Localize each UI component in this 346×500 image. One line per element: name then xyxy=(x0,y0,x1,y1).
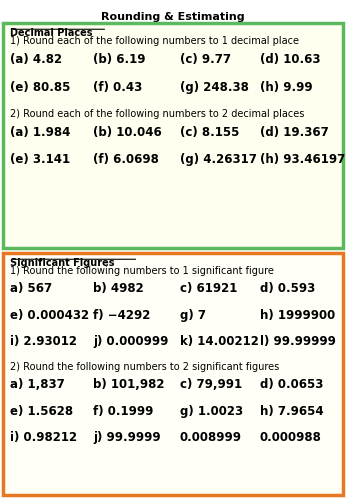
Text: 1) Round the following numbers to 1 significant figure: 1) Round the following numbers to 1 sign… xyxy=(10,266,274,276)
Text: j) 0.000999: j) 0.000999 xyxy=(93,335,169,348)
Text: i) 2.93012: i) 2.93012 xyxy=(10,335,78,348)
Text: Significant Figures: Significant Figures xyxy=(10,258,115,268)
Text: 1) Round each of the following numbers to 1 decimal place: 1) Round each of the following numbers t… xyxy=(10,36,299,46)
Text: (b) 6.19: (b) 6.19 xyxy=(93,54,146,66)
FancyBboxPatch shape xyxy=(3,22,343,248)
Text: d) 0.593: d) 0.593 xyxy=(260,282,315,295)
Text: h) 1999900: h) 1999900 xyxy=(260,308,335,322)
Text: (d) 19.367: (d) 19.367 xyxy=(260,126,328,139)
Text: (h) 93.46197: (h) 93.46197 xyxy=(260,154,345,166)
FancyBboxPatch shape xyxy=(3,252,343,495)
Text: 0.000988: 0.000988 xyxy=(260,431,321,444)
Text: 0.008999: 0.008999 xyxy=(180,431,242,444)
Text: (b) 10.046: (b) 10.046 xyxy=(93,126,162,139)
Text: a) 567: a) 567 xyxy=(10,282,53,295)
Text: g) 7: g) 7 xyxy=(180,308,206,322)
Text: l) 99.99999: l) 99.99999 xyxy=(260,335,335,348)
Text: h) 7.9654: h) 7.9654 xyxy=(260,404,323,417)
Text: (c) 8.155: (c) 8.155 xyxy=(180,126,239,139)
Text: e) 1.5628: e) 1.5628 xyxy=(10,404,73,417)
Text: (d) 10.63: (d) 10.63 xyxy=(260,54,320,66)
Text: (f) 6.0698: (f) 6.0698 xyxy=(93,154,159,166)
Text: d) 0.0653: d) 0.0653 xyxy=(260,378,323,391)
Text: i) 0.98212: i) 0.98212 xyxy=(10,431,78,444)
Text: (e) 3.141: (e) 3.141 xyxy=(10,154,71,166)
Text: (a) 1.984: (a) 1.984 xyxy=(10,126,71,139)
Text: (e) 80.85: (e) 80.85 xyxy=(10,81,71,94)
Text: k) 14.00212: k) 14.00212 xyxy=(180,335,259,348)
Text: j) 99.9999: j) 99.9999 xyxy=(93,431,161,444)
Text: 2) Round each of the following numbers to 2 decimal places: 2) Round each of the following numbers t… xyxy=(10,109,305,119)
Text: b) 101,982: b) 101,982 xyxy=(93,378,165,391)
Text: 2) Round the following numbers to 2 significant figures: 2) Round the following numbers to 2 sign… xyxy=(10,362,280,372)
Text: (g) 4.26317: (g) 4.26317 xyxy=(180,154,257,166)
Text: a) 1,837: a) 1,837 xyxy=(10,378,65,391)
Text: (f) 0.43: (f) 0.43 xyxy=(93,81,143,94)
Text: Decimal Places: Decimal Places xyxy=(10,28,93,38)
Text: c) 61921: c) 61921 xyxy=(180,282,237,295)
Text: b) 4982: b) 4982 xyxy=(93,282,144,295)
Text: (a) 4.82: (a) 4.82 xyxy=(10,54,63,66)
Text: Rounding & Estimating: Rounding & Estimating xyxy=(101,12,245,22)
Text: g) 1.0023: g) 1.0023 xyxy=(180,404,243,417)
Text: (g) 248.38: (g) 248.38 xyxy=(180,81,249,94)
Text: (c) 9.77: (c) 9.77 xyxy=(180,54,231,66)
Text: (h) 9.99: (h) 9.99 xyxy=(260,81,312,94)
Text: f) 0.1999: f) 0.1999 xyxy=(93,404,154,417)
Text: c) 79,991: c) 79,991 xyxy=(180,378,242,391)
Text: f) −4292: f) −4292 xyxy=(93,308,151,322)
Text: e) 0.000432: e) 0.000432 xyxy=(10,308,90,322)
